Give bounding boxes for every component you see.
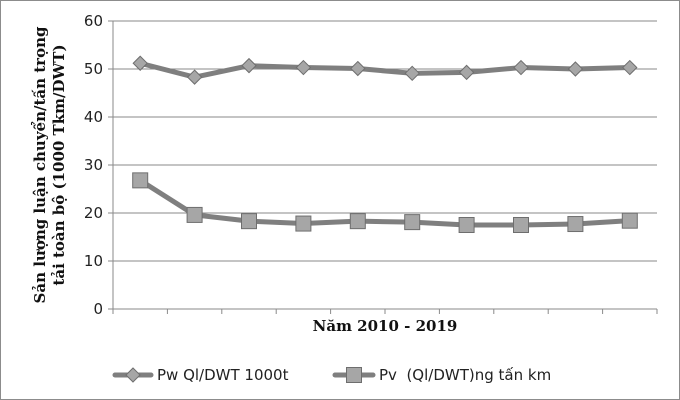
y-tick-label-60: 60 xyxy=(84,12,103,30)
data-point-1-2012 xyxy=(241,213,257,230)
x-axis-title: Năm 2010 - 2019 xyxy=(313,317,458,335)
legend-key-pv xyxy=(332,367,376,383)
series-line-0 xyxy=(137,60,633,80)
data-point-0-2014 xyxy=(350,60,366,77)
data-point-1-2019 xyxy=(621,212,638,229)
data-point-1-2014 xyxy=(349,213,366,230)
data-point-1-2017 xyxy=(513,217,529,233)
data-point-1-2018 xyxy=(567,216,584,233)
y-tick-label-0: 0 xyxy=(93,300,103,318)
data-point-1-2011 xyxy=(186,206,203,223)
series-line-1 xyxy=(137,177,633,228)
data-point-1-2015 xyxy=(404,214,421,231)
legend: Pw Ql/DWT 1000t Pv (Ql/DWT)ng tấn km xyxy=(112,366,551,384)
series-group xyxy=(132,55,638,233)
data-point-0-2012 xyxy=(241,57,257,74)
data-point-0-2018 xyxy=(567,61,584,77)
y-tick-label-40: 40 xyxy=(84,108,103,126)
y-axis-title-line1: Sản lượng luận chuyển/tấn trọng xyxy=(31,26,49,303)
y-tick-label-50: 50 xyxy=(84,60,103,78)
data-point-1-2013 xyxy=(295,215,312,232)
data-point-0-2010 xyxy=(132,55,148,71)
data-point-1-2010 xyxy=(132,172,149,189)
axes: 0 10 20 30 40 50 60 xyxy=(84,12,658,318)
y-tick-label-10: 10 xyxy=(84,252,103,270)
data-point-0-2015 xyxy=(404,65,420,82)
data-point-0-2017 xyxy=(513,59,529,76)
data-point-0-2011 xyxy=(186,69,203,85)
legend-label-pw: Pw Ql/DWT 1000t xyxy=(157,366,289,384)
series-0 xyxy=(132,55,638,85)
legend-marker-pw xyxy=(125,367,141,383)
data-point-0-2019 xyxy=(622,59,638,76)
legend-label-pv: Pv (Ql/DWT)ng tấn km xyxy=(379,366,551,384)
y-tick-label-30: 30 xyxy=(84,156,103,174)
data-point-1-2016 xyxy=(458,217,475,233)
series-1 xyxy=(132,172,638,233)
legend-key-pw xyxy=(112,367,154,383)
data-point-0-2013 xyxy=(295,59,312,76)
legend-marker-pv xyxy=(346,367,362,383)
y-tick-label-20: 20 xyxy=(84,204,103,222)
data-point-0-2016 xyxy=(458,64,475,81)
y-axis-title-line2: tải toàn bộ (1000 Tkm/DWT) xyxy=(50,44,68,285)
